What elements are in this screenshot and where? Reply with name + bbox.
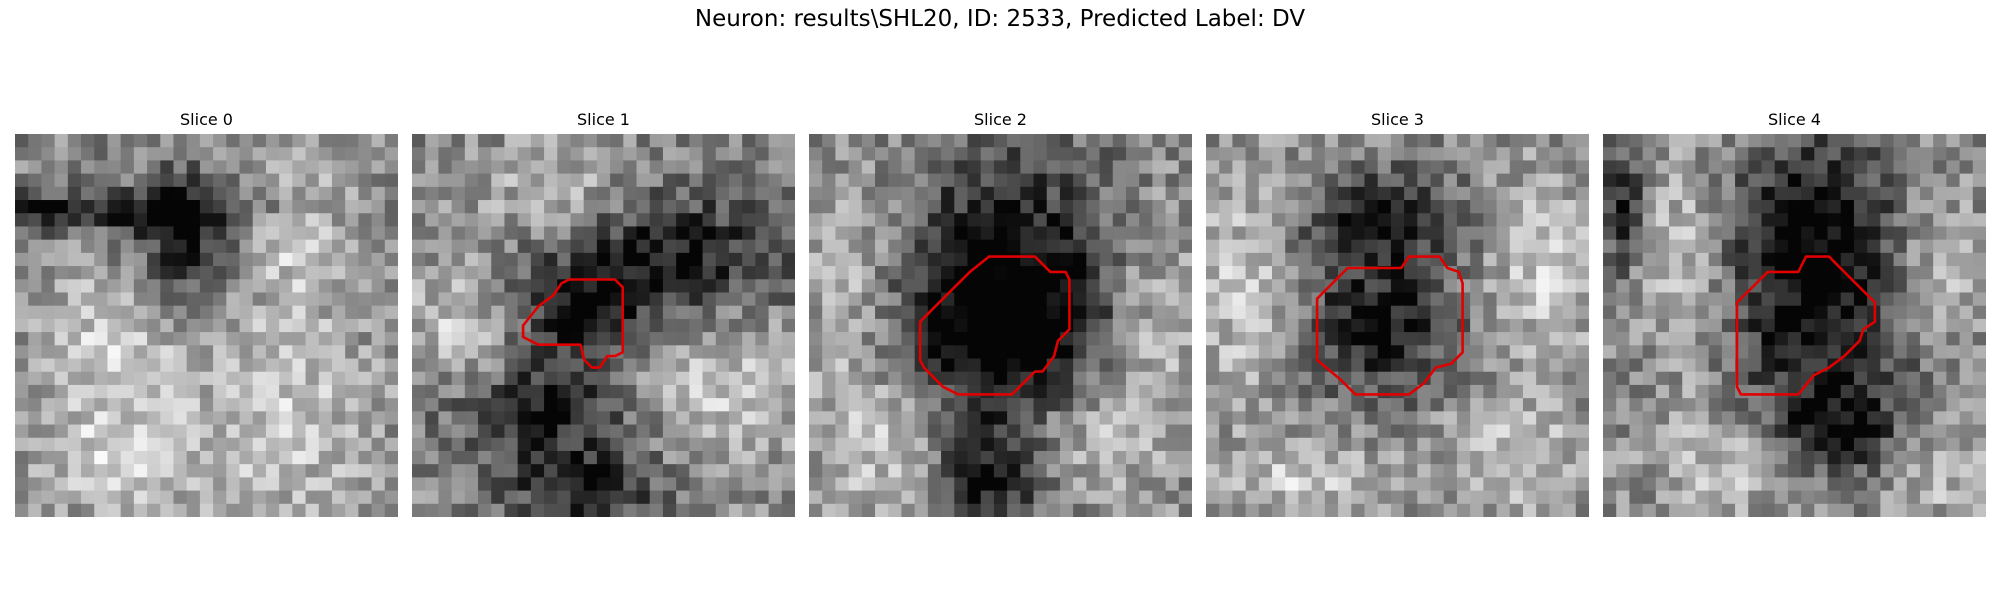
slice-title-2: Slice 2 — [974, 110, 1027, 129]
slice-image-4 — [1603, 134, 1986, 517]
neuron-contour-4 — [1735, 255, 1877, 396]
slice-image-3 — [1206, 134, 1589, 517]
slice-title-4: Slice 4 — [1768, 110, 1821, 129]
neuron-contour-1 — [521, 278, 624, 369]
figure-title: Neuron: results\SHL20, ID: 2533, Predict… — [694, 6, 1306, 32]
slice-image-2 — [809, 134, 1192, 517]
neuron-contour-2 — [918, 255, 1071, 396]
slice-panel-1: Slice 1 — [412, 106, 795, 517]
slice-panel-3: Slice 3 — [1206, 106, 1589, 517]
slice-image-1 — [412, 134, 795, 517]
slice-title-3: Slice 3 — [1371, 110, 1424, 129]
slice-image-0 — [15, 134, 398, 517]
slice-title-0: Slice 0 — [180, 110, 233, 129]
slice-panel-4: Slice 4 — [1603, 106, 1986, 517]
slice-panel-2: Slice 2 — [809, 106, 1192, 517]
slice-panel-0: Slice 0 — [15, 106, 398, 517]
neuron-contour-3 — [1315, 255, 1464, 396]
slice-title-1: Slice 1 — [577, 110, 630, 129]
